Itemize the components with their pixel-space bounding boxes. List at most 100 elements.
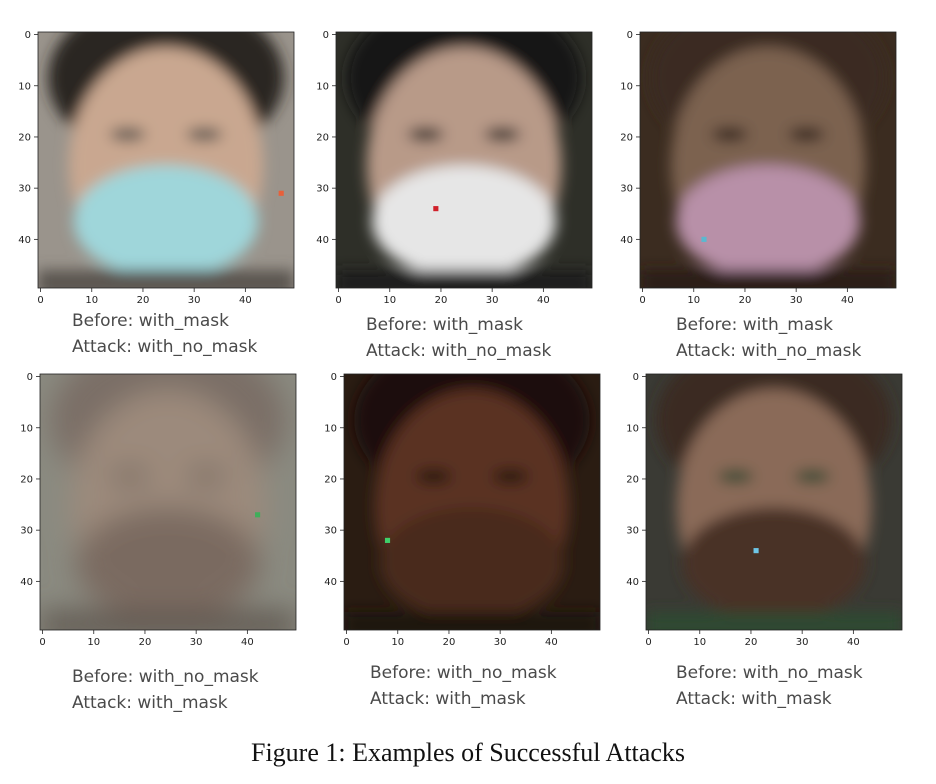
x-tick-label: 0	[343, 637, 349, 648]
x-tick-label: 30	[796, 637, 809, 648]
y-tick-label: 0	[633, 372, 639, 383]
y-tick-label: 10	[316, 81, 329, 92]
y-tick-label: 20	[626, 474, 639, 485]
y-tick-label: 20	[316, 132, 329, 143]
panel-1: 0 10 20 30 40 0 10 20 30 40 Before: with_mask Att…	[14, 26, 314, 366]
before-label: Before: with_mask	[676, 315, 833, 335]
y-tick-label: 40	[324, 577, 337, 588]
y-tick-label: 0	[27, 372, 33, 383]
x-tick-label: 20	[137, 295, 150, 306]
x-tick-label: 30	[190, 637, 203, 648]
face-image	[344, 374, 600, 630]
x-tick-label: 30	[188, 295, 201, 306]
figure-caption: Figure 1: Examples of Successful Attacks	[251, 738, 685, 767]
y-tick-label: 20	[18, 132, 31, 143]
y-tick-label: 10	[18, 81, 31, 92]
x-tick-label: 40	[841, 295, 854, 306]
perturbation-pixel	[278, 190, 284, 196]
before-label: Before: with_mask	[72, 311, 229, 331]
face-image	[640, 32, 896, 288]
y-tick-label: 10	[20, 423, 33, 434]
axes-frame	[39, 373, 297, 631]
x-tick-label: 20	[443, 637, 456, 648]
x-tick-label: 40	[847, 637, 860, 648]
x-tick-label: 20	[139, 637, 152, 648]
attack-label: Attack: with_no_mask	[72, 337, 258, 357]
x-tick-label: 10	[687, 295, 700, 306]
panel-plot: 0 10 20 30 40 0 10 20 30 40	[316, 30, 593, 306]
y-tick-label: 0	[323, 30, 329, 41]
before-label: Before: with_mask	[366, 315, 523, 335]
axes-frame	[645, 373, 903, 631]
perturbation-pixel	[433, 206, 439, 212]
y-tick-label: 20	[324, 474, 337, 485]
x-tick-label: 10	[693, 637, 706, 648]
panel-plot: 0 10 20 30 40 0 10 20 30 40	[18, 30, 295, 306]
x-tick-label: 10	[87, 637, 100, 648]
y-tick-label: 10	[626, 423, 639, 434]
y-tick-label: 30	[18, 184, 31, 195]
y-tick-label: 30	[316, 184, 329, 195]
attack-label: Attack: with_mask	[676, 689, 832, 709]
panel-2: 0 10 20 30 40 0 10 20 30 40 Before: with_mask Att…	[312, 26, 612, 366]
y-tick-label: 10	[620, 81, 633, 92]
perturbation-pixel	[701, 236, 707, 242]
perturbation-pixel	[255, 512, 261, 518]
perturbation-pixel	[384, 537, 391, 543]
x-tick-label: 30	[486, 295, 499, 306]
y-tick-label: 20	[620, 132, 633, 143]
y-tick-label: 40	[316, 235, 329, 246]
perturbation-pixel	[753, 548, 759, 554]
face-image	[646, 374, 902, 630]
panel-5: 0 10 20 30 40 0 10 20 30 40 Before: with_no_mask …	[318, 368, 618, 709]
x-tick-label: 30	[494, 637, 507, 648]
x-tick-label: 10	[85, 295, 98, 306]
y-tick-label: 0	[331, 372, 337, 383]
x-tick-label: 20	[739, 295, 752, 306]
y-tick-label: 0	[627, 30, 633, 41]
y-tick-label: 30	[20, 526, 33, 537]
x-tick-label: 20	[745, 637, 758, 648]
y-tick-label: 40	[626, 577, 639, 588]
x-tick-label: 40	[239, 295, 252, 306]
x-tick-label: 40	[545, 637, 558, 648]
x-tick-label: 0	[639, 295, 645, 306]
face-image	[336, 32, 592, 288]
attack-label: Attack: with_no_mask	[676, 341, 862, 361]
panel-4: 0 10 20 30 40 0 10 20 30 40 Before: with_no_mask …	[14, 368, 314, 713]
panel-3: 0 10 20 30 40 0 10 20 30 40 Before: with_mask Att…	[616, 26, 916, 366]
before-label: Before: with_no_mask	[72, 667, 259, 687]
y-tick-label: 20	[20, 474, 33, 485]
y-tick-label: 40	[18, 235, 31, 246]
y-tick-label: 40	[20, 577, 33, 588]
x-tick-label: 10	[383, 295, 396, 306]
face-image	[38, 32, 294, 288]
y-tick-label: 0	[25, 30, 31, 41]
axes-frame	[343, 373, 601, 631]
attack-label: Attack: with_mask	[72, 693, 228, 713]
axes-frame	[639, 31, 897, 289]
before-label: Before: with_no_mask	[676, 663, 863, 683]
panel-6: 0 10 20 30 40 0 10 20 30 40 Before: with_no_mask …	[620, 368, 920, 709]
y-tick-label: 30	[324, 526, 337, 537]
x-tick-label: 20	[435, 295, 448, 306]
y-tick-label: 30	[626, 526, 639, 537]
panel-plot: 0 10 20 30 40 0 10 20 30 40	[20, 372, 297, 648]
axes-frame	[37, 31, 295, 289]
x-tick-label: 10	[391, 637, 404, 648]
x-tick-label: 30	[790, 295, 803, 306]
axes-frame	[335, 31, 593, 289]
attack-label: Attack: with_mask	[370, 689, 526, 709]
panel-plot: 0 10 20 30 40 0 10 20 30 40	[626, 372, 903, 648]
panel-plot: 0 10 20 30 40 0 10 20 30 40	[324, 372, 601, 648]
panel-plot: 0 10 20 30 40 0 10 20 30 40	[620, 30, 897, 306]
y-tick-label: 30	[620, 184, 633, 195]
x-tick-label: 0	[37, 295, 43, 306]
x-tick-label: 40	[241, 637, 254, 648]
attack-label: Attack: with_no_mask	[366, 341, 552, 361]
face-image	[40, 374, 296, 630]
x-tick-label: 0	[39, 637, 45, 648]
x-tick-label: 0	[335, 295, 341, 306]
y-tick-label: 10	[324, 423, 337, 434]
x-tick-label: 0	[645, 637, 651, 648]
